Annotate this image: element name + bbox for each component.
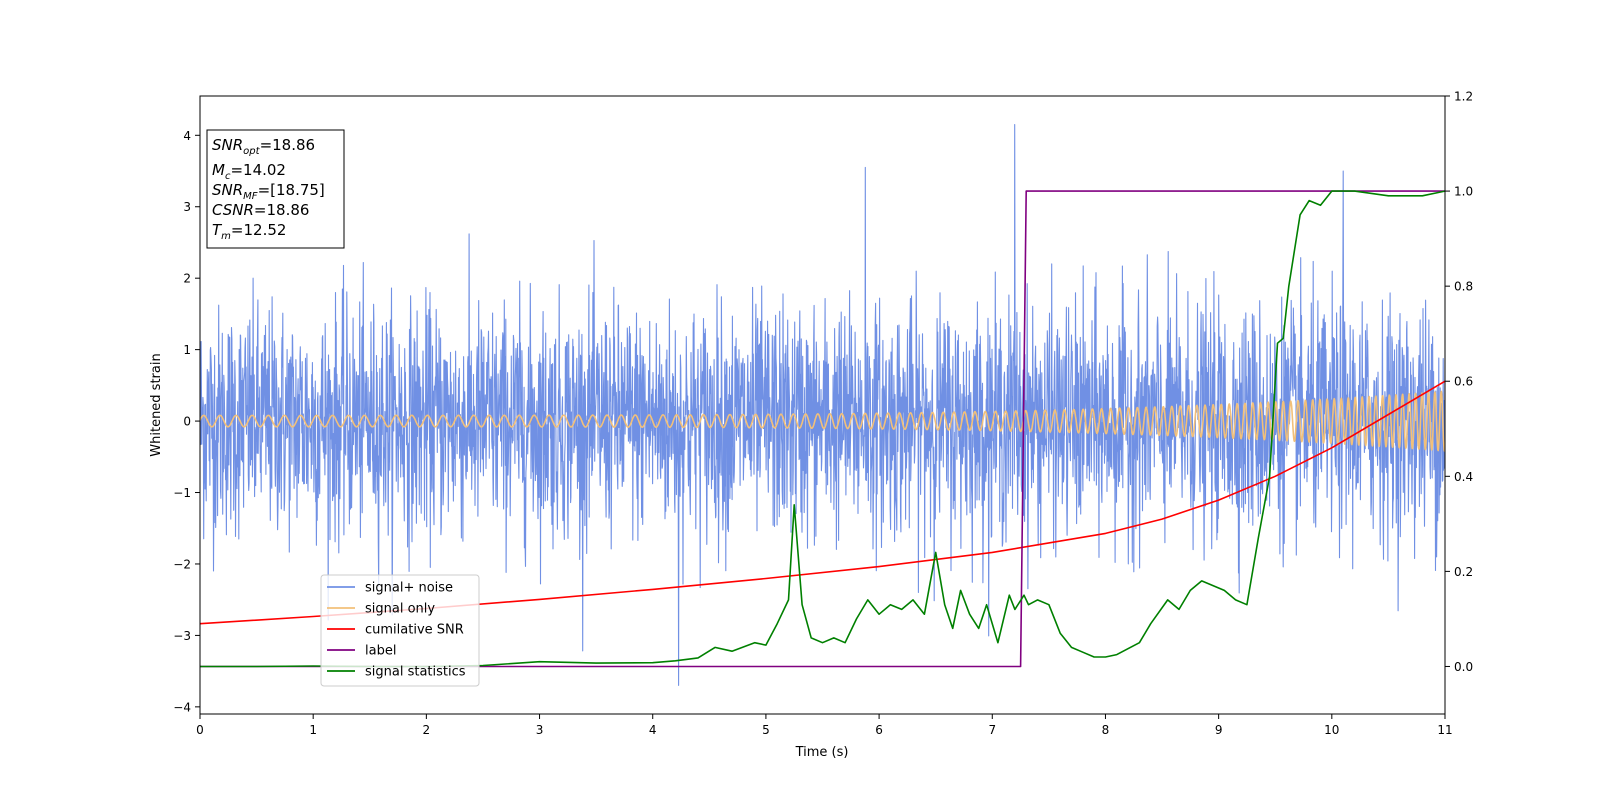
- x-tick-label-11: 11: [1437, 723, 1452, 737]
- y-left-tick-label-7: 3: [183, 200, 191, 214]
- series-signal-only: [200, 390, 1445, 452]
- y-right-tick-label-0: 0.0: [1454, 660, 1473, 674]
- series-label: [200, 190, 1445, 668]
- y-right-tick-label-4: 0.8: [1454, 280, 1473, 294]
- series-cumilative-snr: [200, 380, 1445, 625]
- y-right-tick-label-3: 0.6: [1454, 375, 1473, 389]
- legend-label-2: cumilative SNR: [365, 623, 464, 638]
- y-axis-label: Whitened strain: [149, 353, 164, 456]
- x-tick-label-8: 8: [1102, 723, 1110, 737]
- y-left-tick-label-8: 4: [183, 129, 191, 143]
- y-axis-left: −4 −3 −2 −1 0 1 2 3 4: [173, 129, 200, 714]
- legend-label-4: signal statistics: [365, 665, 466, 680]
- y-left-tick-label-0: −4: [173, 700, 191, 714]
- series-signal-statistics: [200, 190, 1445, 668]
- annotation-line-1: Mc=14.02: [212, 161, 286, 182]
- y-right-tick-label-6: 1.2: [1454, 90, 1473, 104]
- annotation-line-4: Tm=12.52: [212, 221, 286, 242]
- x-tick-label-2: 2: [423, 723, 431, 737]
- y-right-tick-label-1: 0.2: [1454, 565, 1473, 579]
- x-tick-label-10: 10: [1324, 723, 1339, 737]
- y-axis-right: 0.0 0.2 0.4 0.6 0.8 1.0 1.2: [1445, 90, 1473, 674]
- y-right-tick-label-2: 0.4: [1454, 470, 1473, 484]
- y-left-tick-label-1: −3: [173, 629, 191, 643]
- annotation-line-2: SNRMF=[18.75]: [212, 181, 325, 202]
- annotation-line-0: SNRopt=18.86: [212, 136, 315, 157]
- x-tick-label-9: 9: [1215, 723, 1223, 737]
- y-left-tick-label-6: 2: [183, 272, 191, 286]
- y-left-tick-label-3: −1: [173, 486, 191, 500]
- plot-frame: [199, 95, 1446, 715]
- legend: signal+ noise signal only cumilative SNR la…: [320, 574, 480, 687]
- y-left-tick-label-5: 1: [183, 343, 191, 357]
- x-tick-label-5: 5: [762, 723, 770, 737]
- series-signal-noise: [200, 124, 1445, 686]
- annotation-line-3: CSNR=18.86: [212, 201, 309, 219]
- x-tick-label-1: 1: [309, 723, 317, 737]
- legend-label-0: signal+ noise: [365, 581, 453, 596]
- annotation-lines: SNRopt=18.86 Mc=14.02SNRMF=[18.75]CSNR=18…: [212, 136, 325, 242]
- legend-label-1: signal only: [365, 602, 435, 617]
- x-tick-label-4: 4: [649, 723, 657, 737]
- plot-series: [200, 124, 1445, 686]
- y-left-tick-label-4: 0: [183, 415, 191, 429]
- x-tick-label-7: 7: [988, 723, 996, 737]
- legend-label-3: label: [365, 644, 396, 659]
- legend-frame: [320, 574, 480, 687]
- x-tick-label-0: 0: [196, 723, 204, 737]
- annotation-box: SNRopt=18.86 Mc=14.02SNRMF=[18.75]CSNR=18…: [206, 129, 345, 249]
- x-axis-label: Time (s): [795, 745, 849, 760]
- y-left-tick-label-2: −2: [173, 557, 191, 571]
- x-tick-label-6: 6: [875, 723, 883, 737]
- annotation-frame: [206, 129, 345, 249]
- x-axis: 0 1 2 3 4 5 6 7 8 9 10 11: [196, 714, 1453, 737]
- x-tick-label-3: 3: [536, 723, 544, 737]
- y-right-tick-label-5: 1.0: [1454, 185, 1473, 199]
